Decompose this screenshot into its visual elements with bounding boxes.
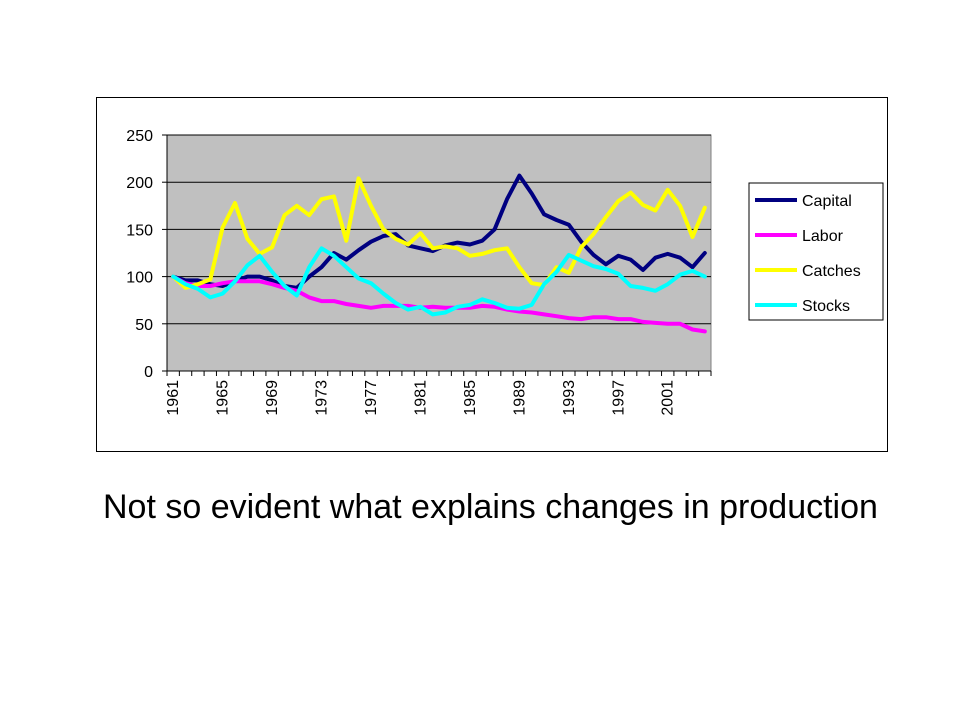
y-tick-label: 50 (135, 317, 153, 334)
legend-label: Stocks (802, 298, 850, 315)
x-tick-label: 1993 (561, 380, 578, 416)
x-tick-label: 2001 (660, 380, 677, 416)
plot-area (166, 134, 712, 372)
legend-label: Labor (802, 228, 844, 245)
y-tick-label: 0 (144, 364, 153, 381)
x-tick-label: 1965 (215, 380, 232, 416)
y-tick-label: 250 (126, 128, 153, 145)
series-line-catches (171, 176, 707, 290)
x-tick-label: 1997 (610, 380, 627, 416)
series-line-stocks (171, 246, 707, 317)
x-tick-label: 1969 (264, 380, 281, 416)
x-tick-label: 1961 (165, 380, 182, 416)
x-tick-label: 1973 (314, 380, 331, 416)
chart-frame: 0 50 100 150 200 250 1961 1965 1969 1973 1977 1981 1… (96, 97, 888, 452)
legend-label: Capital (802, 193, 852, 210)
y-tick-label: 100 (126, 270, 153, 287)
x-tick-label: 1981 (412, 380, 429, 416)
line-chart: 0 50 100 150 200 250 1961 1965 1969 1973 1977 1981 1… (126, 128, 884, 416)
legend-box (748, 182, 884, 321)
legend-label: Catches (802, 263, 861, 280)
x-tick-label: 1985 (462, 380, 479, 416)
x-tick-label: 1989 (511, 380, 528, 416)
x-tick-label: 1977 (363, 380, 380, 416)
y-tick-label: 150 (126, 222, 153, 239)
y-tick-label: 200 (126, 175, 153, 192)
series-line-labor (171, 274, 707, 334)
slide-caption: Not so evident what explains changes in … (103, 488, 878, 526)
